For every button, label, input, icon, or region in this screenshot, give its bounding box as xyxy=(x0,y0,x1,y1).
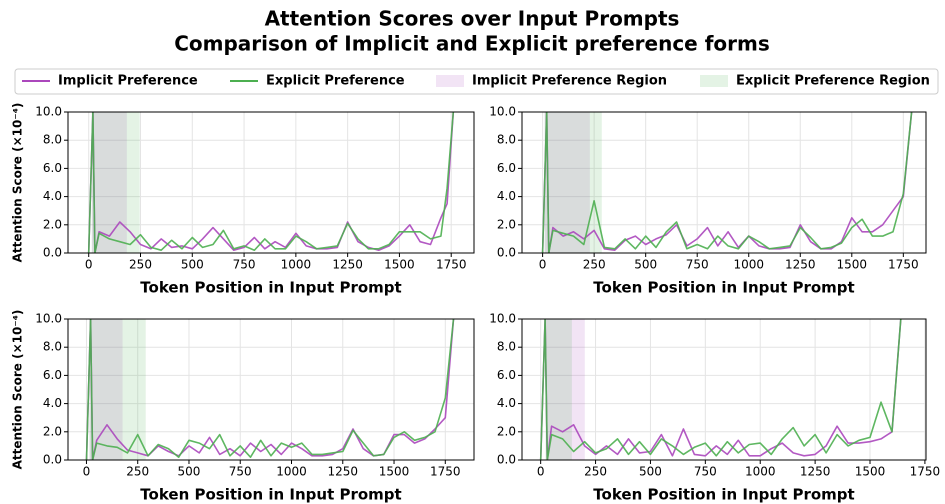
axes-frame xyxy=(521,318,927,461)
y-tick-label: 4.0 xyxy=(497,396,516,410)
x-tick-label: 500 xyxy=(178,465,201,479)
x-tick-label: 1500 xyxy=(855,465,886,479)
y-tick-label: 0.0 xyxy=(43,453,62,467)
y-axis-label: Attention Score (×10⁻⁴) xyxy=(11,103,25,263)
y-tick-label: 6.0 xyxy=(43,161,62,175)
x-tick-label: 500 xyxy=(181,258,204,272)
x-tick-label: 1500 xyxy=(837,258,868,272)
axes-frame xyxy=(67,111,475,254)
series-line xyxy=(87,112,455,253)
y-tick-label: 8.0 xyxy=(43,133,62,147)
legend-label: Implicit Preference xyxy=(58,74,198,89)
x-tick-label: 1750 xyxy=(436,258,467,272)
y-tick-label: 8.0 xyxy=(497,133,516,147)
region xyxy=(545,319,585,460)
legend-patch xyxy=(436,75,464,87)
x-axis-label: Token Position in Input Prompt xyxy=(140,279,401,297)
series-line xyxy=(87,112,455,253)
region xyxy=(91,112,127,253)
x-tick-label: 1750 xyxy=(430,465,461,479)
series-line xyxy=(539,319,902,460)
series-line xyxy=(541,112,913,253)
y-tick-label: 6.0 xyxy=(43,368,62,382)
y-tick-label: 2.0 xyxy=(43,424,62,438)
x-tick-label: 1500 xyxy=(379,465,410,479)
legend-label: Explicit Preference xyxy=(266,74,405,89)
x-tick-label: 1250 xyxy=(785,258,816,272)
y-tick-label: 0.0 xyxy=(43,246,62,260)
y-tick-label: 10.0 xyxy=(35,312,62,326)
y-tick-label: 2.0 xyxy=(497,424,516,438)
x-tick-label: 750 xyxy=(229,465,252,479)
x-tick-label: 500 xyxy=(634,258,657,272)
x-tick-label: 1000 xyxy=(276,465,307,479)
x-tick-label: 1250 xyxy=(327,465,358,479)
y-axis-label: Attention Score (×10⁻⁴) xyxy=(11,310,25,470)
series-line xyxy=(85,319,455,460)
x-tick-label: 0 xyxy=(537,465,545,479)
x-axis-label: Token Position in Input Prompt xyxy=(593,486,854,504)
axes-frame xyxy=(521,111,927,254)
y-tick-label: 2.0 xyxy=(43,217,62,231)
x-axis-label: Token Position in Input Prompt xyxy=(140,486,401,504)
x-tick-label: 1000 xyxy=(745,465,776,479)
subtitle: Comparison of Implicit and Explicit pref… xyxy=(174,32,770,56)
y-tick-label: 8.0 xyxy=(43,340,62,354)
y-tick-label: 10.0 xyxy=(489,105,516,119)
x-tick-label: 1000 xyxy=(281,258,312,272)
x-tick-label: 250 xyxy=(583,258,606,272)
x-tick-label: 250 xyxy=(584,465,607,479)
y-tick-label: 4.0 xyxy=(43,396,62,410)
y-tick-label: 10.0 xyxy=(489,312,516,326)
title: Attention Scores over Input Prompts xyxy=(265,7,680,31)
series-line xyxy=(539,319,902,460)
legend-box xyxy=(14,68,939,95)
x-tick-label: 0 xyxy=(83,465,91,479)
x-tick-label: 250 xyxy=(126,465,149,479)
y-tick-label: 10.0 xyxy=(35,105,62,119)
x-tick-label: 1250 xyxy=(332,258,363,272)
x-tick-label: 1250 xyxy=(800,465,831,479)
x-tick-label: 750 xyxy=(686,258,709,272)
y-tick-label: 2.0 xyxy=(497,217,516,231)
legend-label: Implicit Preference Region xyxy=(472,74,667,89)
x-tick-label: 500 xyxy=(639,465,662,479)
x-tick-label: 1000 xyxy=(733,258,764,272)
x-tick-label: 250 xyxy=(129,258,152,272)
series-line xyxy=(85,319,455,460)
x-tick-label: 0 xyxy=(85,258,93,272)
axes-frame xyxy=(67,318,475,461)
x-tick-label: 1750 xyxy=(888,258,919,272)
y-tick-label: 4.0 xyxy=(497,189,516,203)
y-tick-label: 6.0 xyxy=(497,368,516,382)
x-tick-label: 750 xyxy=(233,258,256,272)
y-tick-label: 8.0 xyxy=(497,340,516,354)
x-tick-label: 1500 xyxy=(384,258,415,272)
y-tick-label: 0.0 xyxy=(497,246,516,260)
y-tick-label: 6.0 xyxy=(497,161,516,175)
x-tick-label: 1750 xyxy=(910,465,941,479)
legend-label: Explicit Preference Region xyxy=(736,74,930,89)
region xyxy=(89,319,123,460)
x-tick-label: 750 xyxy=(694,465,717,479)
region xyxy=(91,112,140,253)
series-line xyxy=(541,112,913,253)
x-tick-label: 0 xyxy=(539,258,547,272)
y-tick-label: 4.0 xyxy=(43,189,62,203)
x-axis-label: Token Position in Input Prompt xyxy=(593,279,854,297)
y-tick-label: 0.0 xyxy=(497,453,516,467)
legend-patch xyxy=(700,75,728,87)
